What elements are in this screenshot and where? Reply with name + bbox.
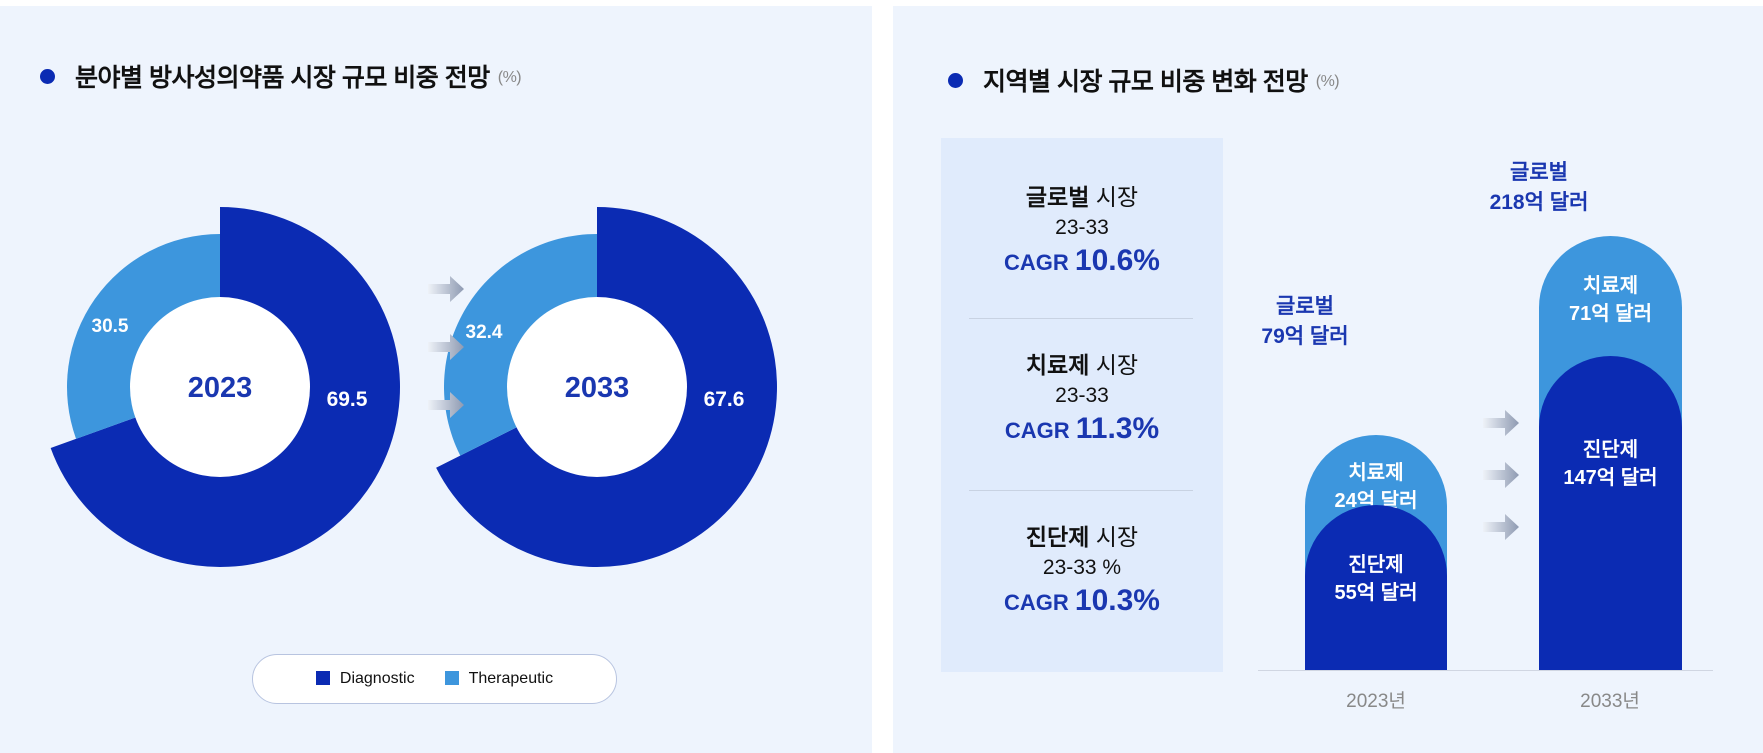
market-suffix: 시장 (1089, 184, 1139, 210)
chart-legend: Diagnostic Therapeutic (252, 654, 617, 704)
data-label-therapeutic: 30.5 (92, 316, 129, 337)
segment-name: 진단제 (1348, 554, 1404, 576)
market-name: 치료제 (1025, 352, 1090, 378)
divider (969, 490, 1193, 491)
arrow-right-icon (1483, 514, 1519, 540)
segment-value: 24억 달러 (1334, 490, 1418, 512)
arrow-right-icon (1483, 462, 1519, 488)
segment-value: 71억 달러 (1568, 303, 1652, 325)
cagr-value: 10.6% (1074, 244, 1160, 277)
data-label-therapeutic: 32.4 (466, 322, 503, 343)
bar-2033-diagnostic: 진단제 147억 달러 (1539, 356, 1682, 670)
period: 23-33 (1055, 384, 1109, 407)
x-tick-label: 2023년 (1346, 691, 1406, 712)
legend-label: Therapeutic (468, 670, 554, 687)
arrow-right-icon (1483, 410, 1519, 436)
market-suffix: 시장 (1089, 352, 1139, 378)
segment-value: 147억 달러 (1563, 467, 1658, 489)
title-unit: (%) (497, 69, 522, 86)
panel-title: 지역별 시장 규모 비중 변화 전망 (%) (948, 62, 1340, 98)
legend-diagnostic: Diagnostic (315, 670, 415, 688)
title-unit: (%) (1315, 73, 1340, 90)
total-value: 79억 달러 (1261, 325, 1349, 348)
market-suffix: 시장 (1089, 524, 1139, 550)
cagr-value: 10.3% (1074, 584, 1160, 617)
segment-value: 55억 달러 (1334, 582, 1418, 604)
cagr-label: CAGR (1004, 590, 1075, 615)
legend-swatch (315, 671, 330, 685)
x-axis-baseline (1258, 670, 1713, 671)
title-text: 지역별 시장 규모 비중 변화 전망 (983, 68, 1308, 96)
total-name: 글로벌 (1276, 295, 1334, 318)
x-tick-label: 2033년 (1580, 691, 1640, 712)
arrow-right-icon (428, 276, 464, 302)
legend-label: Diagnostic (339, 670, 415, 687)
donut-hole (130, 297, 310, 477)
cagr-value: 11.3% (1075, 412, 1160, 445)
market-change-panel: 지역별 시장 규모 비중 변화 전망 (%) 글로벌 시장 23-33 CAGR… (893, 6, 1763, 753)
cagr-global: 글로벌 시장 23-33 CAGR 10.6% (941, 178, 1223, 278)
arrow-right-icon (428, 392, 464, 418)
cagr-diagnostic: 진단제 시장 23-33 % CAGR 10.3% (941, 508, 1223, 618)
cagr-label: CAGR (1004, 250, 1075, 275)
bar-2023-diagnostic: 진단제 55억 달러 (1305, 505, 1447, 670)
period: 23-33 (1055, 216, 1109, 239)
cagr-box: 글로벌 시장 23-33 CAGR 10.6% 치료제 시장 23-33 CAG… (941, 138, 1223, 672)
panel-title: 분야별 방사성의약품 시장 규모 비중 전망 (%) (40, 58, 522, 94)
cagr-label: CAGR (1004, 418, 1076, 443)
segment-name: 치료제 (1582, 275, 1639, 297)
field-share-panel: 분야별 방사성의약품 시장 규모 비중 전망 (%) 2023 69.5 30.5 2… (0, 6, 872, 753)
divider (969, 318, 1193, 319)
total-name: 글로벌 (1510, 161, 1568, 184)
market-name: 글로벌 (1025, 184, 1090, 210)
data-label-diagnostic: 69.5 (327, 388, 368, 411)
donut-hole (507, 297, 687, 477)
cagr-therapeutic: 치료제 시장 23-33 CAGR 11.3% (941, 328, 1223, 446)
arrow-right-icon (428, 334, 464, 360)
bar-total-label: 글로벌 79억 달러 (1205, 292, 1405, 352)
bullet-icon (40, 68, 55, 84)
period: 23-33 % (1042, 556, 1122, 579)
donut-center-label: 2033 (565, 372, 630, 404)
legend-therapeutic: Therapeutic (444, 670, 554, 688)
donut-charts: 2023 69.5 30.5 2033 67.6 32.4 (50, 207, 778, 567)
data-label-diagnostic: 67.6 (704, 388, 745, 411)
legend-swatch (444, 671, 459, 685)
total-value: 218억 달러 (1489, 191, 1589, 214)
segment-name: 치료제 (1348, 462, 1404, 484)
market-name: 진단제 (1025, 524, 1090, 550)
segment-name: 진단제 (1582, 439, 1639, 461)
bar-total-label: 글로벌 218억 달러 (1439, 158, 1639, 218)
title-text: 분야별 방사성의약품 시장 규모 비중 전망 (75, 64, 490, 92)
donut-center-label: 2023 (188, 372, 253, 404)
bullet-icon (948, 72, 963, 88)
